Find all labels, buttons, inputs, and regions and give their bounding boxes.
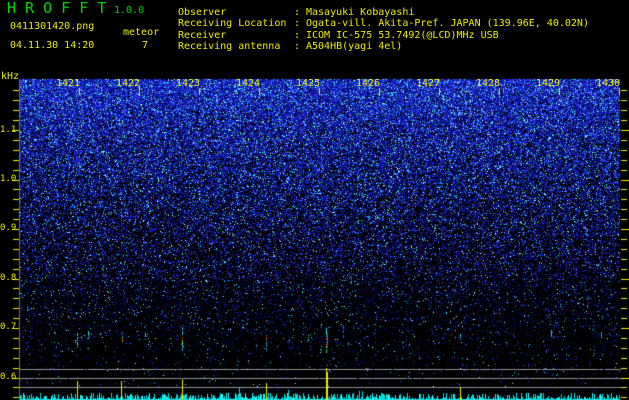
info-colon: : <box>294 29 301 41</box>
time-tick-label: 1427 <box>416 78 441 89</box>
info-value: Masayuki Kobayashi <box>306 7 415 18</box>
info-row-antenna: Receiving antenna: A504HB(yagi 4el) <box>178 41 589 52</box>
time-tick-label: 1425 <box>296 78 321 89</box>
output-filename: 0411301420.png <box>10 21 95 32</box>
info-label: Receiving antenna <box>178 41 281 53</box>
time-tick-label: 1422 <box>116 78 141 89</box>
info-value: A504HB(yagi 4el) <box>306 41 403 53</box>
freq-tick-label: 0.6 <box>0 372 17 382</box>
time-tick-label: 1424 <box>236 78 261 89</box>
time-tick-label: 1430 <box>596 78 621 89</box>
time-tick-label: 1426 <box>356 78 381 89</box>
info-label: Observer <box>178 7 227 18</box>
app-title: H R O F F T <box>7 0 107 17</box>
freq-tick-label: 0.8 <box>0 273 17 283</box>
freq-tick-label: 0.7 <box>0 322 17 332</box>
info-row-observer: Observer: Masayuki Kobayashi <box>178 7 589 18</box>
info-value: ICOM IC-575 53.7492(@LCD)MHz USB <box>306 29 499 41</box>
freq-tick-label: 0.9 <box>0 223 17 233</box>
time-tick-label: 1421 <box>56 78 81 89</box>
info-colon: : <box>294 41 301 53</box>
info-colon: : <box>294 18 301 30</box>
time-tick-label: 1423 <box>176 78 201 89</box>
station-info-block: Observer: Masayuki Kobayashi Receiving Lo… <box>178 7 589 53</box>
info-label: Receiver <box>178 29 227 41</box>
time-tick-label: 1429 <box>536 78 561 89</box>
info-value: Ogata-vill. Akita-Pref. JAPAN (139.96E, … <box>306 18 589 30</box>
freq-tick-label: 1.0 <box>0 174 17 184</box>
spectrogram-canvas <box>0 70 629 400</box>
info-row-receiver: Receiver: ICOM IC-575 53.7492(@LCD)MHz US… <box>178 30 589 41</box>
meteor-count-value: 7 <box>142 40 149 51</box>
meteor-count-label: meteor <box>123 27 160 38</box>
info-row-location: Receiving Location: Ogata-vill. Akita-Pre… <box>178 18 589 29</box>
freq-tick-label: 1.1 <box>0 125 17 135</box>
info-label: Receiving Location <box>178 18 287 30</box>
freq-axis-unit-label: kHz <box>1 71 20 82</box>
time-tick-label: 1428 <box>476 78 501 89</box>
app-version: 1.0.0 <box>114 5 145 16</box>
info-colon: : <box>294 7 301 18</box>
observation-datetime: 04.11.30 14:20 <box>10 40 95 51</box>
